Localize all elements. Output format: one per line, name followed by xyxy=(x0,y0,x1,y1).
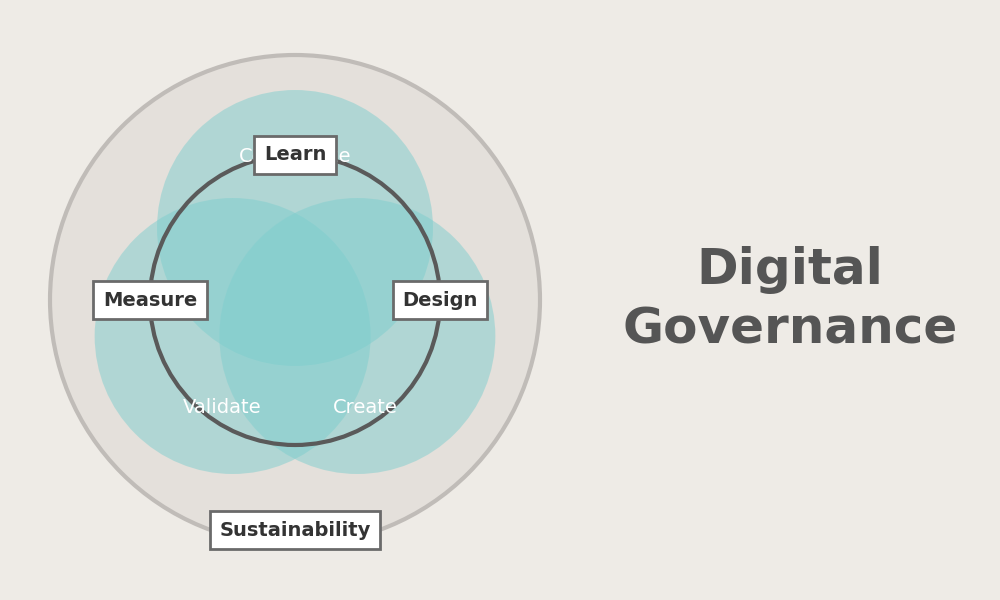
Circle shape xyxy=(219,198,495,474)
Text: Learn: Learn xyxy=(264,145,326,164)
Text: Collaborate: Collaborate xyxy=(239,147,351,166)
Text: Measure: Measure xyxy=(103,290,197,310)
Text: Digital
Governance: Digital Governance xyxy=(622,246,958,353)
Circle shape xyxy=(50,55,540,545)
Text: Sustainability: Sustainability xyxy=(219,520,371,539)
Text: Create: Create xyxy=(333,398,398,417)
Text: Validate: Validate xyxy=(183,398,262,417)
Circle shape xyxy=(95,198,371,474)
Circle shape xyxy=(157,90,433,366)
Text: Design: Design xyxy=(402,290,478,310)
